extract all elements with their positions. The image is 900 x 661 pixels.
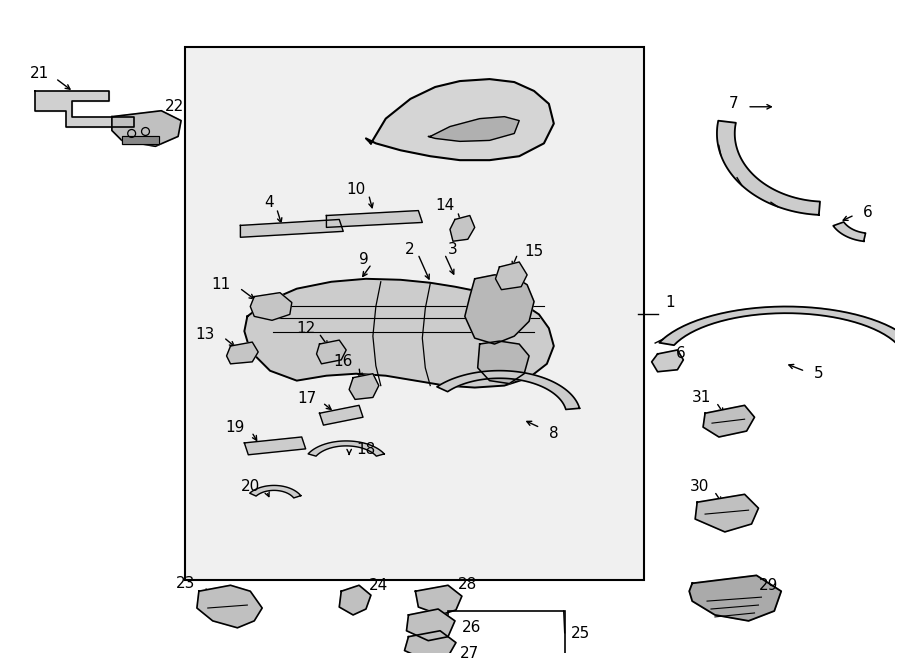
Polygon shape (249, 485, 301, 498)
Text: 7: 7 (729, 97, 739, 111)
Text: 28: 28 (458, 577, 477, 592)
Text: 14: 14 (436, 198, 454, 213)
Polygon shape (660, 307, 900, 345)
Text: 21: 21 (31, 65, 50, 81)
Text: 4: 4 (265, 195, 274, 210)
Polygon shape (197, 585, 262, 628)
Text: 18: 18 (356, 442, 375, 457)
Polygon shape (245, 437, 306, 455)
Polygon shape (689, 575, 781, 621)
Bar (185, 48, 644, 580)
Text: 30: 30 (689, 479, 709, 494)
Polygon shape (416, 585, 462, 615)
Text: 5: 5 (814, 366, 824, 381)
Bar (122, 136, 159, 144)
Polygon shape (250, 293, 292, 321)
Text: 9: 9 (359, 252, 369, 266)
Polygon shape (652, 350, 683, 371)
Text: 16: 16 (334, 354, 353, 369)
Text: 12: 12 (296, 321, 316, 336)
Text: 8: 8 (549, 426, 559, 440)
Text: 13: 13 (195, 327, 215, 342)
Polygon shape (478, 341, 529, 383)
Text: 6: 6 (863, 205, 873, 220)
Polygon shape (349, 373, 379, 399)
Text: 10: 10 (346, 182, 366, 198)
Text: 15: 15 (524, 244, 544, 258)
Text: 23: 23 (176, 576, 195, 591)
Bar (448, 611, 564, 656)
Polygon shape (112, 111, 181, 146)
Polygon shape (35, 91, 133, 126)
Text: 29: 29 (759, 578, 778, 593)
Text: 24: 24 (369, 578, 388, 593)
Text: 26: 26 (462, 620, 482, 635)
Polygon shape (308, 441, 384, 456)
Polygon shape (320, 405, 363, 425)
Polygon shape (240, 219, 343, 237)
Text: 27: 27 (460, 646, 479, 661)
Text: 6: 6 (675, 346, 685, 362)
Polygon shape (717, 121, 820, 215)
Text: 17: 17 (297, 391, 317, 406)
Polygon shape (227, 342, 258, 364)
Polygon shape (496, 262, 527, 290)
Polygon shape (703, 405, 754, 437)
Bar (122, 136, 159, 144)
Text: 20: 20 (241, 479, 260, 494)
Polygon shape (437, 371, 580, 409)
Polygon shape (428, 116, 519, 141)
Text: 2: 2 (405, 242, 414, 256)
Text: 3: 3 (448, 242, 458, 256)
Polygon shape (327, 211, 422, 227)
Polygon shape (464, 275, 534, 344)
Text: 31: 31 (691, 390, 711, 405)
Polygon shape (407, 609, 454, 641)
Text: 11: 11 (212, 277, 230, 292)
Polygon shape (404, 631, 456, 660)
Polygon shape (317, 340, 346, 364)
Polygon shape (450, 215, 474, 241)
Text: 1: 1 (665, 295, 675, 311)
Text: 25: 25 (571, 626, 590, 641)
Text: 22: 22 (166, 99, 184, 114)
Polygon shape (366, 79, 554, 160)
Polygon shape (695, 494, 759, 532)
Polygon shape (833, 222, 866, 241)
Polygon shape (245, 279, 554, 387)
Text: 19: 19 (225, 420, 245, 434)
Polygon shape (339, 585, 371, 615)
